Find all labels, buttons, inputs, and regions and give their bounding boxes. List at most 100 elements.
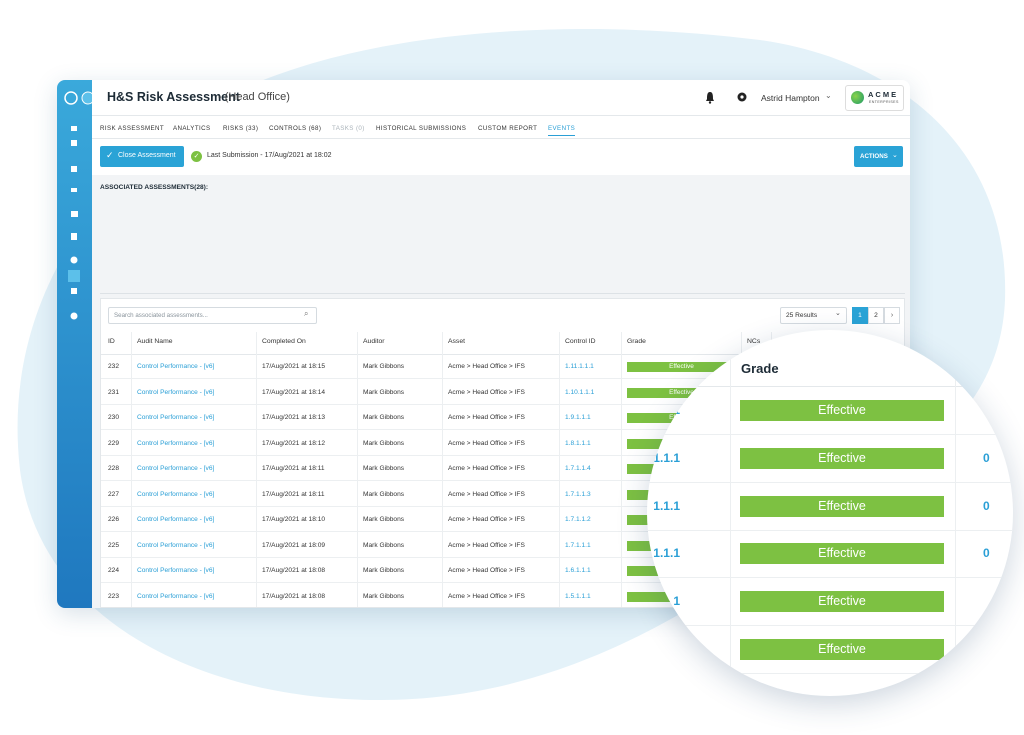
magnifier-row-border [647, 434, 1013, 435]
logo-mark [851, 91, 864, 104]
next-page[interactable]: › [884, 307, 900, 324]
search-box[interactable]: Search associated assessments... ⌕ [108, 307, 317, 324]
page-button[interactable]: 2 [868, 307, 884, 324]
cell-link[interactable]: 1.8.1.1.1 [565, 439, 591, 447]
cell-link[interactable]: 1.5.1.1.1 [565, 592, 591, 600]
table-cell: 17/Aug/2021 at 18:09 [262, 541, 326, 549]
tab[interactable]: CUSTOM REPORT [478, 125, 538, 132]
magnifier-ncs[interactable]: 0 [983, 450, 990, 465]
user-name[interactable]: Astrid Hampton [761, 93, 820, 103]
cell-link[interactable]: 1.7.1.1.1 [565, 541, 591, 549]
column-separator [256, 332, 257, 607]
table-cell: Acme > Head Office > IFS [448, 439, 525, 447]
cell-link[interactable]: Control Performance - [v6] [137, 541, 215, 549]
page-title: H&S Risk Assessment [107, 90, 240, 104]
logo-icon [64, 91, 78, 105]
table-cell: Mark Gibbons [363, 490, 405, 498]
nav-icons [68, 126, 80, 320]
cell-link[interactable]: 1.7.1.1.3 [565, 490, 591, 498]
column-header: Audit Name [137, 338, 173, 345]
table-cell: Acme > Head Office > IFS [448, 414, 525, 422]
button-label[interactable]: Close Assessment [118, 152, 176, 159]
actions-label[interactable]: ACTIONS [860, 153, 888, 160]
actions-button[interactable]: ACTIONS ⌄ [854, 146, 903, 167]
tab[interactable]: RISKS (33) [223, 125, 259, 132]
column-header: Control ID [565, 338, 596, 345]
table-cell: 17/Aug/2021 at 18:11 [262, 490, 325, 498]
table-cell: Acme > Head Office > IFS [448, 567, 525, 575]
table-cell: 17/Aug/2021 at 18:10 [262, 516, 326, 524]
column-header: Asset [448, 338, 465, 345]
column-separator [442, 332, 443, 607]
table-cell: 17/Aug/2021 at 18:08 [262, 592, 326, 600]
cell-link[interactable]: Control Performance - [v6] [137, 363, 215, 370]
cell-link[interactable]: Control Performance - [v6] [137, 388, 215, 396]
tab[interactable]: HISTORICAL SUBMISSIONS [376, 125, 467, 132]
sidebar [57, 80, 95, 608]
cell-link[interactable]: Control Performance - [v6] [137, 414, 215, 422]
tab: TASKS (0) [332, 125, 365, 132]
magnifier-control-id[interactable]: 1.1.1 [653, 546, 680, 561]
logo-name: ACME [868, 90, 899, 99]
button-check: ✓ [106, 150, 114, 160]
row-border [101, 556, 904, 558]
magnifier-grade-badge: Effective [740, 447, 944, 469]
cell-link[interactable]: Control Performance - [v6] [137, 490, 215, 498]
magnifier-header: Grade [741, 361, 779, 376]
cell-link[interactable]: Control Performance - [v6] [137, 592, 215, 600]
table-cell: Acme > Head Office > IFS [448, 516, 525, 524]
table-cell: 17/Aug/2021 at 18:15 [262, 363, 326, 370]
page-size-label[interactable]: 25 Results [786, 312, 818, 319]
tab[interactable]: ANALYTICS [173, 125, 211, 132]
logo-box: ACME ENTERPRISES [845, 85, 904, 111]
table-cell: Mark Gibbons [363, 388, 405, 396]
column-header: Auditor [363, 338, 385, 345]
cell-link[interactable]: 1.9.1.1.1 [565, 414, 591, 422]
tab[interactable]: CONTROLS (68) [269, 125, 322, 132]
magnifier-ncs[interactable]: 0 [983, 498, 990, 513]
header-border [92, 115, 910, 116]
magnifier-control-id[interactable]: 1 [673, 594, 680, 609]
column-header: Grade [627, 338, 646, 345]
row-border [101, 454, 904, 456]
magnifier-control-id[interactable]: 1.1.1 [653, 498, 680, 513]
cell-link[interactable]: Control Performance - [v6] [137, 465, 215, 473]
column-separator [559, 332, 560, 607]
column-separator [357, 332, 358, 607]
cell-link[interactable]: 1.7.1.1.2 [565, 516, 591, 524]
magnifier-grade-badge: Effective [740, 543, 944, 565]
table-cell: 229 [108, 439, 120, 447]
tab[interactable]: EVENTS [548, 125, 576, 136]
page-size-select[interactable]: 25 Results ⌄ [780, 307, 847, 324]
table-cell: 17/Aug/2021 at 18:13 [262, 414, 326, 422]
search-placeholder[interactable]: Search associated assessments... [114, 312, 208, 319]
row-border [101, 505, 904, 507]
cell-link[interactable]: Control Performance - [v6] [137, 516, 215, 524]
cell-link[interactable]: 1.6.1.1.1 [565, 567, 591, 575]
table-cell: Acme > Head Office > IFS [448, 388, 525, 396]
magnifier-control-id[interactable]: 1.1 [663, 403, 680, 417]
magnifier-row-border [647, 577, 1013, 579]
magnifier-control-id[interactable]: 1.1.1.1 [647, 450, 680, 465]
cell-link[interactable]: 1.10.1.1.1 [565, 388, 595, 396]
table-cell: Mark Gibbons [363, 414, 405, 422]
header-icons[interactable] [704, 88, 764, 108]
table-cell: 231 [108, 388, 120, 396]
table-cell: Mark Gibbons [363, 363, 405, 370]
cell-link[interactable]: Control Performance - [v6] [137, 439, 215, 447]
grade-badge: Effective [627, 362, 736, 372]
cell-link[interactable]: 1.11.1.1.1 [565, 363, 594, 370]
magnifier-ncs[interactable]: 0 [983, 546, 990, 561]
column-header: Completed On [262, 338, 306, 345]
magnifier-row-border [647, 481, 1013, 483]
cell-link[interactable]: Control Performance - [v6] [137, 567, 215, 575]
magnifier-grade-badge: Effective [740, 495, 944, 517]
logo-tagline: ENTERPRISES [869, 100, 899, 104]
magnifier-grade-badge: Effective [740, 400, 944, 421]
tab[interactable]: RISK ASSESSMENT [100, 125, 165, 132]
cell-link[interactable]: 1.7.1.1.4 [565, 465, 591, 473]
page-button[interactable]: 1 [852, 307, 868, 324]
close-assessment-button[interactable]: ✓ Close Assessment [100, 146, 184, 167]
expand-icon[interactable] [81, 91, 95, 105]
